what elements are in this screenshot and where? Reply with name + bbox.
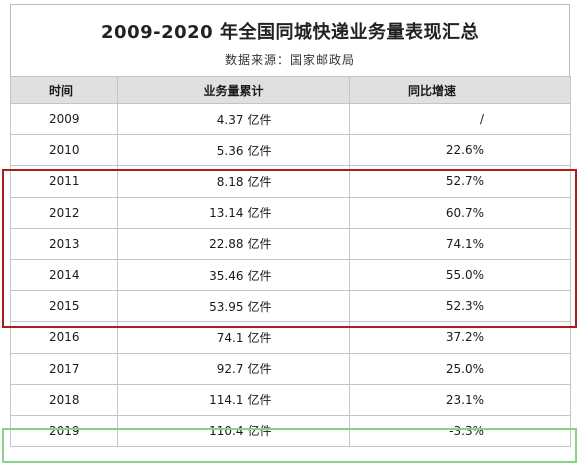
volume-unit: 亿件 <box>247 424 272 439</box>
volume-value: 22.88 <box>209 237 244 252</box>
cell-year: 2017 <box>10 352 118 385</box>
table-row: 2017 92.7 亿件 25.0% <box>10 352 571 385</box>
table-row: 2018 114.1 亿件 23.1% <box>10 383 571 416</box>
cell-yoy: / <box>349 102 571 136</box>
cell-year: 2009 <box>10 102 118 136</box>
cell-year: 2015 <box>10 290 118 323</box>
table-row: 2015 53.95 亿件 52.3% <box>10 290 571 323</box>
volume-value: 35.46 <box>209 268 244 283</box>
volume-value: 53.95 <box>209 299 244 314</box>
table-row: 2013 22.88 亿件 74.1% <box>10 227 571 260</box>
volume-unit: 亿件 <box>247 174 272 189</box>
volume-value: 5.36 <box>216 143 244 158</box>
cell-year: 2018 <box>10 383 118 416</box>
volume-unit: 亿件 <box>247 143 272 158</box>
volume-unit: 亿件 <box>247 330 272 345</box>
highlight-box-2011-2015 <box>2 169 577 328</box>
highlight-box-2019 <box>2 428 577 463</box>
table-row: 2010 5.36 亿件 22.6% <box>10 134 571 167</box>
volume-value: 4.37 <box>216 112 244 127</box>
volume-value: 13.14 <box>209 206 244 221</box>
data-source: 数据来源：国家邮政局 <box>224 53 355 67</box>
cell-volume: 4.37 亿件 <box>117 102 350 136</box>
volume-value: 114.1 <box>209 393 244 408</box>
volume-value: 92.7 <box>216 362 244 377</box>
cell-yoy: 74.1% <box>349 227 571 260</box>
volume-unit: 亿件 <box>247 237 272 252</box>
volume-unit: 亿件 <box>247 206 272 221</box>
volume-value: 8.18 <box>216 174 244 189</box>
header-year: 时间 <box>10 76 118 104</box>
cell-year: 2014 <box>10 258 118 292</box>
cell-year: 2019 <box>10 414 118 448</box>
volume-unit: 亿件 <box>247 268 272 283</box>
header-row: 时间 业务量累计 同比增速 <box>10 76 571 104</box>
cell-volume: 114.1 亿件 <box>117 383 350 416</box>
cell-yoy: 25.0% <box>349 352 571 385</box>
header-volume: 业务量累计 <box>117 76 350 104</box>
cell-volume: 92.7 亿件 <box>117 352 350 385</box>
volume-unit: 亿件 <box>247 112 272 127</box>
volume-unit: 亿件 <box>247 362 272 377</box>
table-row: 2019 110.4 亿件 -3.3% <box>10 414 571 448</box>
cell-volume: 110.4 亿件 <box>117 414 350 448</box>
header-yoy: 同比增速 <box>349 76 571 104</box>
cell-yoy: 22.6% <box>349 134 571 167</box>
cell-volume: 22.88 亿件 <box>117 227 350 260</box>
volume-value: 74.1 <box>216 330 244 345</box>
volume-unit: 亿件 <box>247 393 272 408</box>
cell-yoy: -3.3% <box>349 414 571 448</box>
cell-volume: 5.36 亿件 <box>117 134 350 167</box>
cell-year: 2013 <box>10 227 118 260</box>
table-title: 2009-2020 年全国同城快递业务量表现汇总 <box>101 22 479 43</box>
cell-volume: 13.14 亿件 <box>117 196 350 229</box>
title-box: 2009-2020 年全国同城快递业务量表现汇总 数据来源：国家邮政局 <box>10 4 570 76</box>
cell-volume: 53.95 亿件 <box>117 290 350 323</box>
cell-year: 2012 <box>10 196 118 229</box>
table-row: 2012 13.14 亿件 60.7% <box>10 196 571 229</box>
volume-value: 110.4 <box>209 424 244 439</box>
volume-unit: 亿件 <box>247 299 272 314</box>
table-row: 2009 4.37 亿件 / <box>10 102 571 136</box>
cell-yoy: 23.1% <box>349 383 571 416</box>
cell-year: 2010 <box>10 134 118 167</box>
